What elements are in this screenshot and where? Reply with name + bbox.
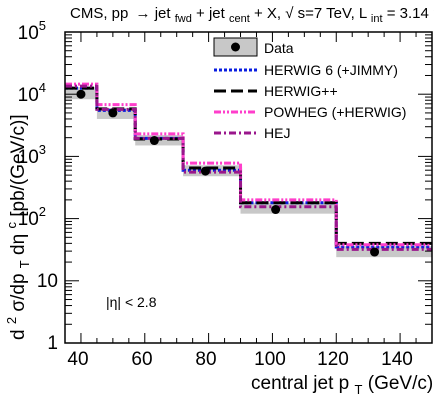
data-band-bin-3 xyxy=(183,165,241,177)
y-tick-label-3: 103 xyxy=(18,142,46,168)
legend-herwigpp-label: HERWIG++ xyxy=(264,83,338,99)
y-tick-label-1: 10 xyxy=(37,271,58,292)
mc-series-lines xyxy=(65,82,432,251)
legend-powheg-label: POWHEG (+HERWIG) xyxy=(264,104,406,120)
data-point-0 xyxy=(76,89,86,99)
data-point-4 xyxy=(271,205,281,215)
y-tick-label-0: 1 xyxy=(47,333,58,354)
eta-cut-annotation: |η| < 2.8 xyxy=(106,294,157,310)
y-tick-label-4: 104 xyxy=(18,80,46,106)
data-points xyxy=(76,89,380,257)
data-band-bin-5 xyxy=(336,246,432,258)
legend-herwig6-label: HERWIG 6 (+JIMMY) xyxy=(264,62,398,78)
legend-data-label: Data xyxy=(264,40,294,56)
y-axis-label: d 2 σ/dp T dη c [pb/(GeV/c)] xyxy=(0,114,34,340)
data-point-1 xyxy=(108,108,118,118)
legend-data-marker xyxy=(231,42,240,52)
x-tick-label-40: 40 xyxy=(67,349,88,370)
x-tick-label-60: 60 xyxy=(131,349,152,370)
plot-frame xyxy=(64,31,433,344)
data-point-5 xyxy=(370,247,380,257)
y-tick-label-5: 105 xyxy=(18,18,46,44)
y-axis-ticks xyxy=(65,34,432,344)
x-tick-label-140: 140 xyxy=(381,349,413,370)
series-line-3 xyxy=(65,84,432,251)
y-tick-label-2: 102 xyxy=(18,204,46,230)
chart-title: CMS, pp → jet fwd + jet cent + X, √ s=7 … xyxy=(70,2,434,26)
x-axis-label: central jet p T (GeV/c) xyxy=(251,373,433,399)
data-point-3 xyxy=(200,166,210,176)
x-tick-label-120: 120 xyxy=(317,349,349,370)
legend: Data HERWIG 6 (+JIMMY) HERWIG++ POWHEG (… xyxy=(213,37,406,141)
x-axis-ticks xyxy=(80,32,433,343)
data-point-2 xyxy=(149,136,159,146)
legend-hej-label: HEJ xyxy=(264,125,290,141)
data-band-bin-4 xyxy=(240,202,337,214)
x-tick-label-80: 80 xyxy=(195,349,216,370)
x-tick-label-100: 100 xyxy=(254,349,286,370)
series-line-0 xyxy=(65,86,432,249)
